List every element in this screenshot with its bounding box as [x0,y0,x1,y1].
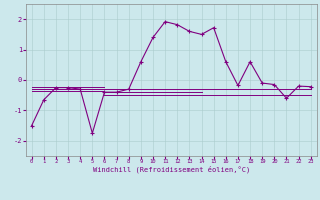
X-axis label: Windchill (Refroidissement éolien,°C): Windchill (Refroidissement éolien,°C) [92,166,250,173]
